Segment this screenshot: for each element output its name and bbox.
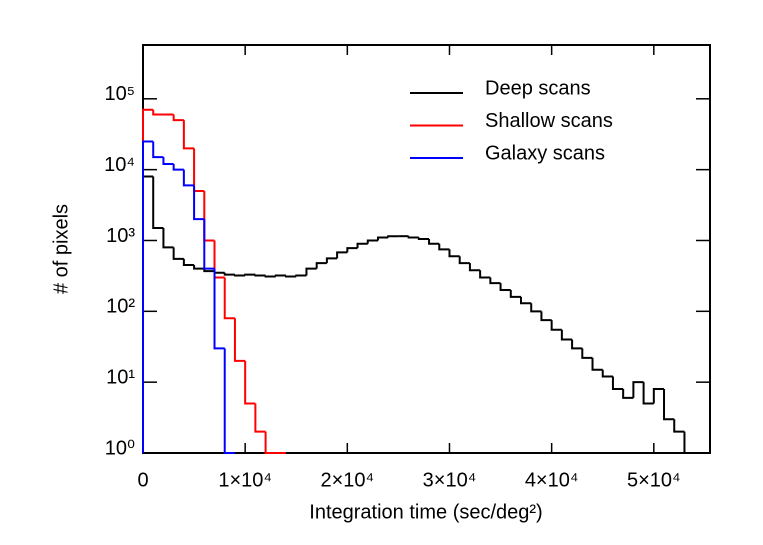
y-tick-label: 10⁴ xyxy=(104,154,135,176)
histogram-step xyxy=(489,277,501,285)
histogram-step xyxy=(223,272,235,276)
histogram-step xyxy=(213,271,225,274)
histogram-step xyxy=(182,120,195,150)
histogram-step xyxy=(530,303,542,313)
histogram-step xyxy=(233,274,246,277)
histogram-step xyxy=(254,403,266,433)
histogram-step xyxy=(509,290,521,298)
histogram-step xyxy=(336,251,348,259)
y-axis-label: # of pixels xyxy=(50,204,72,294)
histogram-step xyxy=(223,348,235,454)
y-tick-label: 10² xyxy=(106,296,135,318)
histogram-step xyxy=(550,320,562,331)
histogram-step xyxy=(366,239,378,244)
histogram-step xyxy=(244,360,256,405)
x-tick-label: 5×10⁴ xyxy=(627,469,681,491)
x-axis-label: Integration time (sec/deg²) xyxy=(309,501,542,523)
histogram-step xyxy=(438,243,450,251)
histogram-step xyxy=(479,270,491,279)
histogram-step xyxy=(611,376,624,391)
plot-frame xyxy=(142,44,711,454)
histogram-step xyxy=(468,263,481,272)
y-tick-label: 10¹ xyxy=(106,366,135,388)
histogram-step xyxy=(213,268,225,350)
histogram-step xyxy=(305,267,317,276)
y-tick-label: 10⁵ xyxy=(104,83,135,105)
histogram-step xyxy=(264,275,276,278)
histogram-step xyxy=(152,176,164,230)
histogram-step xyxy=(683,431,695,454)
histogram-step xyxy=(172,247,184,260)
histogram-step xyxy=(233,318,246,362)
histogram-step xyxy=(499,283,511,292)
histogram-step xyxy=(428,238,440,245)
histogram-step xyxy=(193,148,205,192)
histogram-step xyxy=(162,228,174,249)
histogram-step xyxy=(622,389,634,399)
histogram-step xyxy=(632,381,644,398)
histogram-step xyxy=(193,185,205,221)
histogram-step xyxy=(142,108,154,453)
histogram-step xyxy=(560,329,573,341)
histogram-step xyxy=(182,169,195,187)
histogram-step xyxy=(162,157,174,166)
histogram-step xyxy=(663,389,675,421)
histogram-step xyxy=(325,257,338,264)
histogram-step xyxy=(142,175,154,453)
histogram-step xyxy=(244,273,256,276)
x-tick-label: 3×10⁴ xyxy=(423,469,477,491)
histogram-step xyxy=(295,274,307,277)
histogram-step xyxy=(254,274,266,277)
histogram-step xyxy=(571,339,583,350)
histogram-step xyxy=(285,275,297,278)
histogram-step xyxy=(203,190,215,242)
histogram-step xyxy=(458,256,470,265)
histogram-step xyxy=(172,114,184,122)
histogram-step xyxy=(315,262,327,269)
x-tick-label: 0 xyxy=(137,469,148,491)
histogram-step xyxy=(152,141,164,159)
histogram-step xyxy=(346,247,358,253)
histogram-step xyxy=(642,382,654,405)
histogram-step xyxy=(387,235,399,238)
histogram-step xyxy=(223,277,235,320)
histogram-step xyxy=(448,249,460,258)
legend-label: Galaxy scans xyxy=(485,142,605,164)
histogram-step xyxy=(172,164,184,171)
legend-label: Shallow scans xyxy=(485,110,613,132)
histogram-step xyxy=(376,236,389,241)
histogram-step xyxy=(182,258,195,267)
histogram-step xyxy=(591,357,603,371)
x-tick-label: 1×10⁴ xyxy=(218,469,272,491)
histogram-step xyxy=(203,219,215,270)
y-tick-label: 10³ xyxy=(106,225,135,247)
histogram-step xyxy=(673,419,685,433)
histogram-step xyxy=(601,369,613,378)
histogram-step xyxy=(274,274,287,277)
x-tick-label: 2×10⁴ xyxy=(320,469,374,491)
histogram-step xyxy=(417,237,430,240)
x-tick-label: 4×10⁴ xyxy=(525,469,579,491)
histogram-step xyxy=(407,236,419,239)
histogram-step xyxy=(264,431,276,454)
histogram-step xyxy=(652,388,665,404)
histogram-step xyxy=(581,348,593,359)
histogram-step xyxy=(142,140,154,453)
histogram-step xyxy=(356,242,368,249)
histogram-step xyxy=(193,265,205,270)
y-tick-label: 10⁰ xyxy=(105,437,135,459)
histogram-step xyxy=(540,311,552,322)
histogram-step xyxy=(520,296,532,305)
histogram-step xyxy=(152,109,164,116)
legend-label: Deep scans xyxy=(485,77,591,99)
